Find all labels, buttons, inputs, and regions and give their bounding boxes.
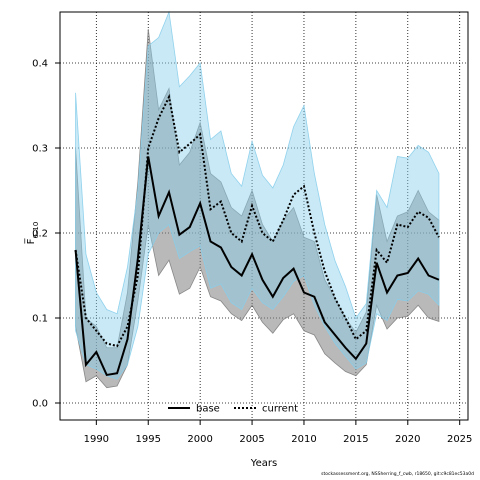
y-axis-title-subscript: 6–10 bbox=[32, 222, 40, 239]
x-axis: 1990 1995 2000 2005 2010 2015 2020 2025 bbox=[84, 420, 472, 445]
band-base bbox=[75, 28, 440, 389]
plot-frame bbox=[59, 11, 469, 421]
y-tick-label: 0.4 bbox=[32, 59, 48, 70]
x-axis-title: Years bbox=[250, 458, 277, 469]
x-tick-label: 2010 bbox=[291, 434, 316, 445]
y-tick-label: 0.1 bbox=[32, 314, 48, 325]
x-tick-label: 2000 bbox=[187, 434, 212, 445]
y-tick-label: 0.2 bbox=[32, 229, 48, 240]
y-tick-label: 0.3 bbox=[32, 144, 48, 155]
x-tick-label: 2020 bbox=[395, 434, 420, 445]
x-tick-label: 2005 bbox=[239, 434, 264, 445]
legend: base current bbox=[168, 404, 298, 415]
x-tick-label: 2015 bbox=[343, 434, 368, 445]
footer-caption: stockassessment.org, NSSherring_f_cwb, r… bbox=[321, 472, 474, 477]
line-current bbox=[74, 93, 440, 348]
y-axis-title: F̅6–10 bbox=[24, 222, 40, 245]
line-base bbox=[74, 156, 440, 377]
legend-label-base: base bbox=[196, 404, 220, 415]
confidence-bands bbox=[75, 10, 440, 389]
x-tick-label: 2025 bbox=[447, 434, 472, 445]
x-tick-label: 1995 bbox=[136, 434, 161, 445]
x-tick-label: 1990 bbox=[84, 434, 109, 445]
y-tick-label: 0.0 bbox=[32, 399, 48, 410]
y-axis: 0.0 0.1 0.2 0.3 0.4 bbox=[32, 59, 60, 410]
legend-label-current: current bbox=[262, 404, 298, 415]
band-current bbox=[75, 10, 440, 380]
series-lines bbox=[74, 93, 440, 377]
